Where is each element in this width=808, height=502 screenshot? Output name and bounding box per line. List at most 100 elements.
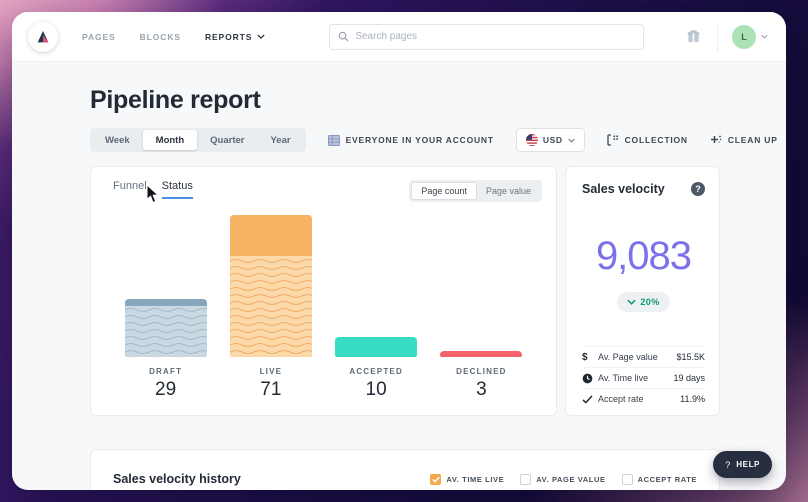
cards-row: Funnel Status Page count Page value: [90, 166, 720, 416]
category-value: 3: [476, 379, 487, 400]
collection-label: COLLECTION: [624, 135, 688, 145]
sales-velocity-value: 9,083: [595, 234, 692, 278]
checkbox-accept-rate[interactable]: ACCEPT RATE: [621, 473, 697, 485]
check-icon: [582, 394, 598, 404]
us-flag-icon: [525, 134, 538, 146]
brand-logo[interactable]: [28, 21, 58, 52]
period-segmented-control: Week Month Quarter Year: [90, 128, 306, 152]
currency-label: USD: [542, 135, 563, 145]
toggle-page-count[interactable]: Page count: [411, 182, 477, 200]
category-label: DECLINED: [456, 367, 507, 376]
bar-cap: [229, 215, 312, 256]
chart-column-draft: DRAFT 29: [113, 213, 218, 415]
nav-item-reports[interactable]: REPORTS: [205, 32, 265, 42]
collection-button[interactable]: COLLECTION: [606, 134, 688, 146]
period-option-quarter[interactable]: Quarter: [210, 134, 245, 146]
cleanup-plus-icon: [710, 135, 722, 143]
category-value: 10: [365, 379, 387, 400]
history-title: Sales velocity history: [113, 472, 241, 486]
category-value: 71: [260, 379, 282, 400]
cleanup-button[interactable]: CLEAN UP: [710, 134, 778, 146]
toggle-page-value[interactable]: Page value: [485, 186, 531, 196]
sales-velocity-history-card: Sales velocity history AV. TIME LIVE AV.…: [90, 449, 720, 490]
tab-status[interactable]: Status: [161, 180, 193, 199]
stat-label: Accept rate: [598, 394, 644, 404]
checkbox-label: AV. TIME LIVE: [446, 474, 505, 484]
page-content: Pipeline report Week Month Quarter Year …: [12, 62, 786, 490]
bar-draft[interactable]: [124, 299, 207, 357]
bar-live[interactable]: [229, 215, 312, 357]
help-button-label: HELP: [736, 460, 760, 469]
checkbox-checked-icon: [430, 473, 442, 485]
category-label: LIVE: [259, 367, 283, 376]
sales-velocity-card: Sales velocity ? 9,083 20% $ Av. Page va…: [565, 166, 720, 416]
currency-dropdown[interactable]: USD: [515, 128, 585, 152]
category-label: DRAFT: [149, 367, 183, 376]
search-box[interactable]: [329, 23, 645, 50]
stat-value: 11.9%: [680, 394, 705, 404]
scope-filter[interactable]: EVERYONE IN YOUR ACCOUNT: [327, 134, 494, 146]
stat-row-time-live: Av. Time live 19 days: [582, 367, 705, 388]
help-question-mark: ?: [725, 459, 731, 470]
collection-icon: [606, 134, 618, 146]
chevron-down-icon: [627, 299, 637, 305]
avatar-chevron-down-icon[interactable]: [761, 34, 768, 39]
nav-item-blocks[interactable]: BLOCKS: [139, 31, 181, 42]
search-input[interactable]: [355, 31, 636, 42]
chevron-down-icon: [257, 34, 265, 39]
metric-toggle: Page count Page value: [409, 180, 542, 202]
top-nav: PAGES BLOCKS REPORTS L: [12, 12, 786, 62]
filter-row: Week Month Quarter Year EVERYONE IN YOUR…: [90, 128, 777, 152]
chart-column-accepted: ACCEPTED 10: [324, 213, 429, 415]
help-button[interactable]: ? HELP: [713, 451, 772, 478]
period-option-month[interactable]: Month: [142, 130, 198, 150]
period-option-year[interactable]: Year: [270, 134, 291, 146]
stat-value: 19 days: [673, 373, 705, 383]
chart-card-header: Funnel Status Page count Page value: [91, 167, 556, 202]
sales-velocity-title: Sales velocity: [582, 182, 665, 196]
checkbox-av-page-value[interactable]: AV. PAGE VALUE: [520, 473, 606, 485]
dollar-icon: $: [582, 351, 588, 363]
chart-column-declined: DECLINED 3: [429, 213, 534, 415]
checkbox-unchecked-icon: [520, 473, 532, 485]
checkbox-label: ACCEPT RATE: [637, 474, 697, 484]
checkbox-av-time-live[interactable]: AV. TIME LIVE: [430, 473, 505, 485]
category-value: 29: [155, 379, 177, 400]
nav-item-reports-label: REPORTS: [204, 31, 253, 42]
account-grid-icon: [327, 134, 340, 146]
gift-icon[interactable]: [686, 29, 701, 44]
bar-declined[interactable]: [440, 351, 523, 357]
change-badge: 20%: [617, 292, 670, 312]
nav-item-pages[interactable]: PAGES: [82, 31, 116, 42]
checkbox-label: AV. PAGE VALUE: [536, 474, 606, 484]
velocity-stats: $ Av. Page value $15.5K Av. Time live 19: [582, 346, 705, 409]
bar-cap: [124, 299, 207, 306]
change-value: 20%: [640, 297, 660, 307]
stat-value: $15.5K: [676, 352, 705, 362]
page-title: Pipeline report: [90, 86, 261, 114]
search-icon: [339, 31, 349, 42]
chart-column-live: LIVE 71: [218, 213, 323, 415]
scope-filter-label: EVERYONE IN YOUR ACCOUNT: [345, 135, 494, 145]
category-label: ACCEPTED: [349, 367, 403, 376]
avatar[interactable]: L: [732, 24, 756, 49]
stat-row-page-value: $ Av. Page value $15.5K: [582, 346, 705, 367]
cleanup-label: CLEAN UP: [727, 135, 778, 145]
period-option-week[interactable]: Week: [105, 134, 130, 146]
stat-row-accept-rate: Accept rate 11.9%: [582, 388, 705, 409]
status-bar-chart: DRAFT 29: [113, 213, 534, 415]
stat-label: Av. Time live: [598, 373, 649, 383]
clock-icon: [582, 373, 598, 384]
app-window: PAGES BLOCKS REPORTS L: [12, 12, 786, 490]
currency-chevron-down-icon: [567, 138, 575, 143]
tab-funnel[interactable]: Funnel: [113, 180, 147, 192]
brand-logo-icon: [37, 30, 49, 42]
checkbox-unchecked-icon: [621, 473, 633, 485]
stat-label: Av. Page value: [598, 352, 658, 362]
history-series-toggles: AV. TIME LIVE AV. PAGE VALUE ACCEPT RATE: [430, 473, 697, 485]
help-question-icon[interactable]: ?: [691, 182, 705, 196]
bar-accepted[interactable]: [335, 337, 418, 357]
status-chart-card: Funnel Status Page count Page value: [90, 166, 557, 416]
wave-pattern: [124, 299, 207, 357]
nav-divider: [717, 21, 718, 52]
